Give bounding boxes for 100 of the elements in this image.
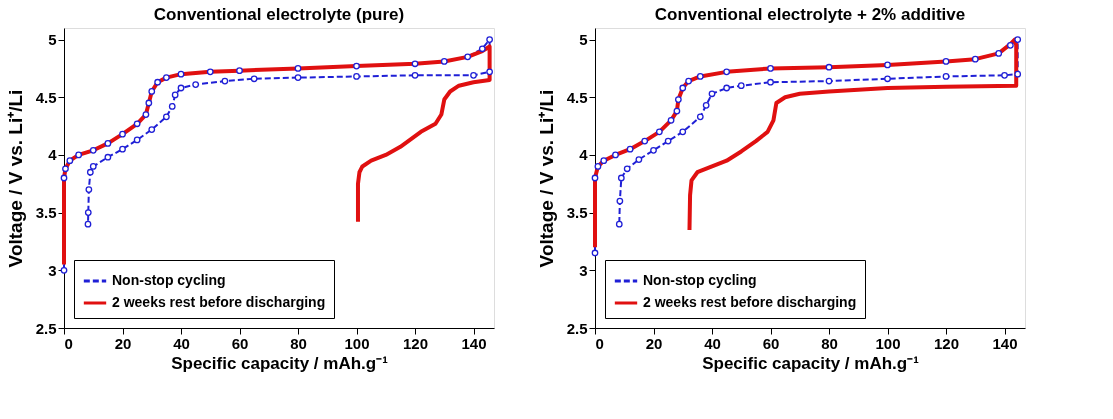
- x-tick-label: 40: [173, 334, 190, 352]
- x-tick-label: 60: [762, 334, 780, 352]
- point: [616, 197, 624, 205]
- point: [162, 74, 170, 81]
- x-tick-label: 120: [403, 334, 429, 352]
- point: [679, 128, 687, 136]
- point: [353, 62, 360, 70]
- point: [250, 75, 258, 83]
- x-tick-label: 120: [934, 334, 960, 352]
- point: [1014, 70, 1022, 78]
- point: [192, 81, 200, 88]
- point: [664, 137, 672, 145]
- point: [884, 61, 891, 69]
- point: [133, 120, 141, 128]
- point: [767, 65, 774, 72]
- point: [702, 101, 710, 109]
- x-axis-title: Specific capacity / mAh.g⁻¹: [171, 353, 389, 373]
- x-tick-label: 60: [231, 334, 249, 352]
- y-tick-label: 2.5: [35, 319, 57, 337]
- point: [825, 77, 833, 85]
- y-tick-label: 4.5: [35, 88, 57, 106]
- point: [60, 266, 68, 274]
- legend-label: 2 weeks rest before discharging: [112, 294, 326, 310]
- point: [66, 157, 74, 165]
- point: [696, 73, 704, 80]
- point: [353, 73, 360, 80]
- point: [884, 75, 891, 83]
- point: [737, 82, 745, 90]
- point: [470, 71, 477, 79]
- x-tick-label: 0: [64, 334, 73, 352]
- point: [942, 58, 950, 65]
- legend-label: 2 weeks rest before discharging: [643, 294, 857, 310]
- point: [411, 71, 419, 79]
- point: [464, 53, 472, 61]
- point: [162, 113, 170, 121]
- point: [696, 113, 704, 121]
- point: [995, 50, 1003, 57]
- chart-title: Conventional electrolyte (pure): [153, 5, 405, 24]
- point: [168, 103, 176, 110]
- y-tick-label: 5: [48, 31, 57, 49]
- point: [825, 63, 833, 71]
- point: [177, 84, 185, 92]
- y-axis-title: Voltage / V vs. Li⁺/Li: [4, 89, 26, 268]
- point: [133, 136, 141, 144]
- point: [623, 165, 631, 173]
- point: [600, 157, 608, 165]
- point: [148, 126, 156, 133]
- y-tick-label: 3: [579, 261, 588, 279]
- point: [1014, 36, 1022, 43]
- point: [104, 140, 112, 147]
- point: [708, 90, 716, 98]
- x-tick-label: 80: [290, 334, 307, 352]
- legend-label: Non-stop cycling: [112, 272, 226, 288]
- point: [486, 68, 493, 76]
- point: [89, 163, 97, 170]
- point: [294, 65, 302, 72]
- point: [723, 84, 731, 92]
- point: [673, 107, 681, 115]
- point: [89, 146, 97, 154]
- x-tick-label: 80: [821, 334, 838, 352]
- point: [612, 151, 619, 159]
- point: [142, 111, 150, 118]
- y-tick-label: 3.5: [566, 204, 588, 222]
- point: [594, 163, 602, 170]
- point: [104, 153, 112, 161]
- y-tick-label: 4: [579, 146, 589, 164]
- point: [767, 78, 774, 86]
- y-tick-label: 4.5: [566, 88, 588, 106]
- legend-label: Non-stop cycling: [643, 272, 757, 288]
- y-tick-label: 5: [579, 31, 588, 49]
- point: [145, 99, 153, 107]
- y-tick-label: 3.5: [35, 204, 57, 222]
- point: [294, 74, 302, 81]
- point: [478, 45, 486, 53]
- x-tick-label: 100: [875, 334, 901, 352]
- y-tick-label: 2.5: [566, 319, 588, 337]
- point: [486, 36, 493, 43]
- point: [206, 68, 214, 76]
- point: [177, 70, 185, 78]
- point: [119, 130, 126, 138]
- point: [171, 91, 179, 99]
- point: [221, 77, 229, 85]
- point: [615, 220, 623, 228]
- y-axis-title: Voltage / V vs. Li⁺/Li: [535, 89, 557, 268]
- x-tick-label: 140: [992, 334, 1018, 352]
- point: [84, 209, 92, 216]
- point: [119, 145, 126, 153]
- point: [1001, 71, 1008, 79]
- point: [617, 174, 625, 182]
- y-tick-label: 4: [48, 146, 58, 164]
- x-tick-label: 20: [645, 334, 663, 352]
- point: [626, 145, 634, 153]
- point: [650, 146, 657, 154]
- x-tick-label: 100: [344, 334, 370, 352]
- point: [411, 60, 419, 68]
- point: [84, 220, 92, 228]
- chart-title: Conventional electrolyte + 2% additive: [654, 5, 966, 24]
- x-tick-label: 40: [704, 334, 721, 352]
- point: [667, 116, 675, 124]
- x-tick-label: 20: [114, 334, 132, 352]
